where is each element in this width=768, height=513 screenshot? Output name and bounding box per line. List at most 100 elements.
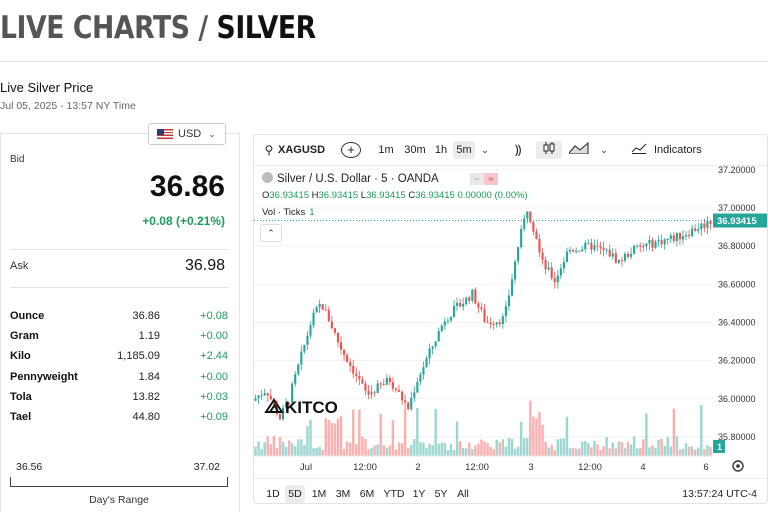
volume-bar: [620, 442, 624, 456]
candle: [452, 305, 456, 317]
candle: [413, 392, 416, 398]
range-all[interactable]: All: [457, 488, 469, 500]
volume-bar: [370, 447, 373, 456]
search-icon[interactable]: ⚲: [264, 143, 274, 157]
volume-bar: [468, 442, 471, 456]
candle: [709, 221, 712, 224]
volume-bar: [706, 445, 709, 456]
bar-chart-type-icon[interactable]: ⸩: [514, 142, 522, 157]
chart-type-chevron-icon[interactable]: ⌄: [600, 145, 608, 155]
candle: [666, 238, 669, 240]
volume-bar: [513, 448, 517, 456]
chart-clock[interactable]: 13:57:24 UTC-4: [682, 488, 757, 500]
unit-change: +0.03: [200, 391, 228, 403]
candle: [663, 239, 666, 245]
volume-bar: [254, 446, 257, 456]
indicators-button[interactable]: Indicators: [654, 144, 702, 156]
range-5d[interactable]: 5D: [285, 485, 305, 503]
volume-bar: [602, 446, 605, 456]
symbol-search[interactable]: XAGUSD: [278, 144, 326, 156]
range-1m[interactable]: 1M: [311, 488, 327, 500]
candle: [312, 312, 315, 326]
volume-bar: [269, 444, 273, 456]
collapse-legend-chevron-up-icon[interactable]: ⌃: [260, 224, 282, 242]
candles-chart-type-icon[interactable]: [536, 141, 562, 159]
volume-bar: [400, 443, 404, 456]
volume-bar: [504, 446, 508, 456]
range-5y[interactable]: 5Y: [434, 488, 448, 500]
candle: [553, 278, 556, 283]
volume-bar: [581, 441, 584, 456]
unit-row-gram: Gram 1.19 +0.00: [10, 330, 228, 350]
volume-bar: [367, 449, 370, 456]
volume-bar: [373, 445, 376, 456]
range-ytd[interactable]: YTD: [383, 488, 405, 500]
x-tick-label: 12:00: [353, 462, 377, 473]
unit-price: 36.86: [132, 310, 160, 322]
candle: [440, 325, 443, 332]
volume-bar: [464, 448, 468, 456]
chart-grid: [254, 169, 712, 438]
candle: [489, 322, 492, 325]
x-tick-label: Jul: [300, 462, 312, 473]
range-1y[interactable]: 1Y: [412, 488, 426, 500]
range-bar: 1D 5D 1M 3M 6M YTD 1Y 5Y All 13:57:24 UT…: [254, 478, 767, 503]
unit-name: Gram: [10, 330, 39, 342]
candle: [541, 252, 544, 260]
volume-bar: [446, 449, 450, 456]
settings-icon[interactable]: ≈: [484, 173, 498, 185]
x-tick-label: 4: [640, 462, 645, 473]
interval-menu-chevron-icon[interactable]: ⌄: [481, 145, 489, 155]
candle: [590, 242, 593, 250]
candle: [321, 304, 324, 310]
volume-bar: [321, 449, 324, 456]
currency-dropdown[interactable]: USD ⌄: [148, 123, 226, 145]
area-chart-type-icon[interactable]: [567, 141, 591, 159]
hide-icon[interactable]: −: [470, 173, 484, 185]
volume-bar: [358, 409, 361, 456]
compare-add-icon[interactable]: +: [341, 142, 361, 158]
volume-bar: [428, 443, 431, 456]
candle: [471, 289, 474, 301]
candle: [575, 250, 578, 252]
candle: [434, 341, 437, 347]
candle: [608, 249, 611, 257]
volume-bar: [629, 444, 633, 456]
interval-1m[interactable]: 1m: [378, 144, 394, 156]
range-3m[interactable]: 3M: [335, 488, 351, 500]
volume-bar: [516, 446, 520, 456]
days-range-label: Day's Range: [89, 494, 149, 506]
volume-bar: [330, 422, 334, 456]
currency-value: USD: [178, 128, 202, 140]
volume-legend: Vol · Ticks 1: [262, 207, 315, 218]
volume-bar: [458, 441, 462, 456]
candle: [361, 379, 364, 384]
live-price-label: Live Silver Price: [0, 80, 94, 95]
volume-bar: [700, 404, 703, 456]
candle: [486, 321, 489, 323]
candle: [373, 392, 376, 394]
volume-bar: [406, 448, 410, 456]
days-range-low: 36.56: [16, 461, 43, 473]
range-6m[interactable]: 6M: [359, 488, 375, 500]
interval-1h[interactable]: 1h: [434, 144, 448, 156]
volume-bar: [290, 443, 294, 456]
unit-change: +0.08: [200, 310, 228, 322]
interval-5m[interactable]: 5m: [453, 141, 475, 159]
price-chart[interactable]: 37.20000 37.00000 36.80000 36.60000 36.40000…: [254, 166, 768, 478]
range-1d[interactable]: 1D: [266, 488, 280, 500]
interval-30m[interactable]: 30m: [404, 144, 426, 156]
price-axis: 37.20000 37.00000 36.80000 36.60000 36.40000…: [712, 166, 767, 478]
candle: [388, 377, 391, 383]
volume-bar: [532, 416, 535, 456]
chart-settings-gear-icon: [732, 460, 744, 472]
volume-bar: [541, 424, 544, 456]
volume-bar: [559, 438, 563, 456]
volume-bar: [693, 449, 697, 456]
unit-name: Pennyweight: [10, 371, 78, 383]
candle: [642, 246, 645, 248]
candle: [520, 228, 523, 248]
indicators-icon[interactable]: [629, 141, 649, 159]
candle: [352, 365, 355, 374]
candle: [529, 211, 532, 223]
